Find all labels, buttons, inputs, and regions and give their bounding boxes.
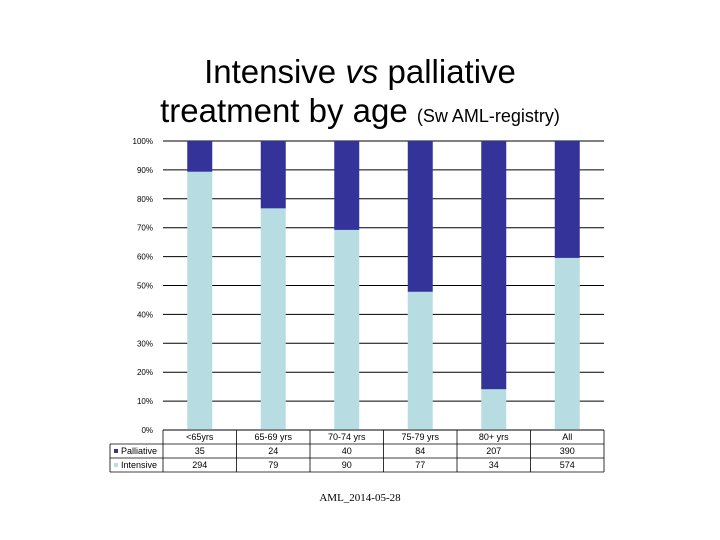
x-category-label: 70-74 yrs [328, 432, 366, 442]
y-tick-label: 70% [137, 224, 153, 233]
bar-palliative [334, 141, 360, 230]
palliative-count: 24 [268, 446, 278, 456]
y-tick-label: 20% [137, 368, 153, 377]
y-tick-label: 30% [137, 339, 153, 348]
palliative-count: 84 [415, 446, 425, 456]
title-text: Intensive [204, 53, 346, 90]
bar-palliative [260, 141, 286, 209]
y-tick-label: 0% [141, 426, 153, 435]
title-line-2: treatment by age (Sw AML-registry) [0, 91, 720, 136]
bar-palliative [407, 141, 433, 292]
palliative-count: 207 [486, 446, 501, 456]
palliative-count: 35 [195, 446, 205, 456]
bar-palliative [554, 141, 580, 258]
x-category-label: 80+ yrs [479, 432, 509, 442]
bar-intensive [554, 257, 580, 430]
intensive-count: 34 [489, 460, 499, 470]
x-category-label: 75-79 yrs [401, 432, 439, 442]
title-note: (Sw AML-registry) [416, 106, 560, 126]
y-tick-label: 90% [137, 166, 153, 175]
legend-key-intensive [114, 463, 118, 467]
bar-intensive [407, 291, 433, 430]
title-text-2: treatment by age [160, 92, 417, 129]
y-tick-label: 50% [137, 282, 153, 291]
y-tick-label: 40% [137, 310, 153, 319]
legend-label-palliative: Palliative [121, 446, 157, 456]
legend-label-intensive: Intensive [121, 460, 157, 470]
bar-palliative [187, 141, 213, 172]
bar-palliative [481, 141, 507, 390]
title-line-1: Intensive vs palliative [0, 52, 720, 91]
intensive-count: 90 [342, 460, 352, 470]
y-tick-label: 80% [137, 195, 153, 204]
bar-intensive [187, 171, 213, 430]
chart-title: Intensive vs palliative treatment by age… [0, 52, 720, 136]
footer-date: AML_2014-05-28 [319, 492, 401, 504]
y-tick-label: 100% [133, 137, 153, 146]
intensive-count: 79 [268, 460, 278, 470]
y-tick-label: 10% [137, 397, 153, 406]
x-category-label: All [562, 432, 572, 442]
title-italic: vs [345, 53, 379, 90]
palliative-count: 390 [560, 446, 575, 456]
bar-intensive [334, 229, 360, 430]
title-text-end: palliative [378, 53, 516, 90]
intensive-count: 294 [192, 460, 207, 470]
y-tick-label: 60% [137, 253, 153, 262]
intensive-count: 574 [560, 460, 575, 470]
palliative-count: 40 [342, 446, 352, 456]
x-category-label: 65-69 yrs [254, 432, 292, 442]
bar-intensive [481, 389, 507, 430]
x-category-label: <65yrs [186, 432, 214, 442]
intensive-count: 77 [415, 460, 425, 470]
bar-intensive [260, 208, 286, 430]
legend-key-palliative [114, 449, 118, 453]
